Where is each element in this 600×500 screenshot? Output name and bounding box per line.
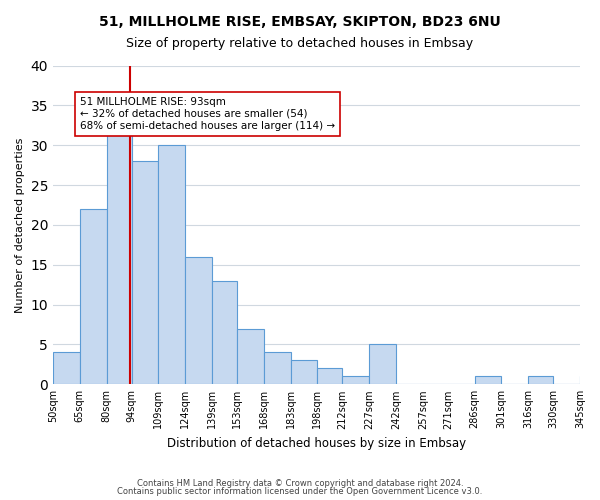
Bar <box>369 344 396 385</box>
Bar <box>237 328 264 384</box>
Text: Contains public sector information licensed under the Open Government Licence v3: Contains public sector information licen… <box>118 487 482 496</box>
Bar <box>158 145 185 384</box>
Bar <box>580 376 600 384</box>
Text: 51, MILLHOLME RISE, EMBSAY, SKIPTON, BD23 6NU: 51, MILLHOLME RISE, EMBSAY, SKIPTON, BD2… <box>99 15 501 29</box>
Bar <box>264 352 290 384</box>
Bar <box>53 352 80 384</box>
Text: Contains HM Land Registry data © Crown copyright and database right 2024.: Contains HM Land Registry data © Crown c… <box>137 478 463 488</box>
Bar <box>528 376 553 384</box>
Bar <box>212 280 237 384</box>
Bar <box>107 130 131 384</box>
Bar <box>131 161 158 384</box>
Bar <box>317 368 343 384</box>
Bar <box>185 257 212 384</box>
X-axis label: Distribution of detached houses by size in Embsay: Distribution of detached houses by size … <box>167 437 466 450</box>
Text: 51 MILLHOLME RISE: 93sqm
← 32% of detached houses are smaller (54)
68% of semi-d: 51 MILLHOLME RISE: 93sqm ← 32% of detach… <box>80 98 335 130</box>
Bar <box>290 360 317 384</box>
Y-axis label: Number of detached properties: Number of detached properties <box>15 137 25 312</box>
Text: Size of property relative to detached houses in Embsay: Size of property relative to detached ho… <box>127 38 473 51</box>
Bar <box>343 376 369 384</box>
Bar <box>80 209 107 384</box>
Bar <box>475 376 502 384</box>
